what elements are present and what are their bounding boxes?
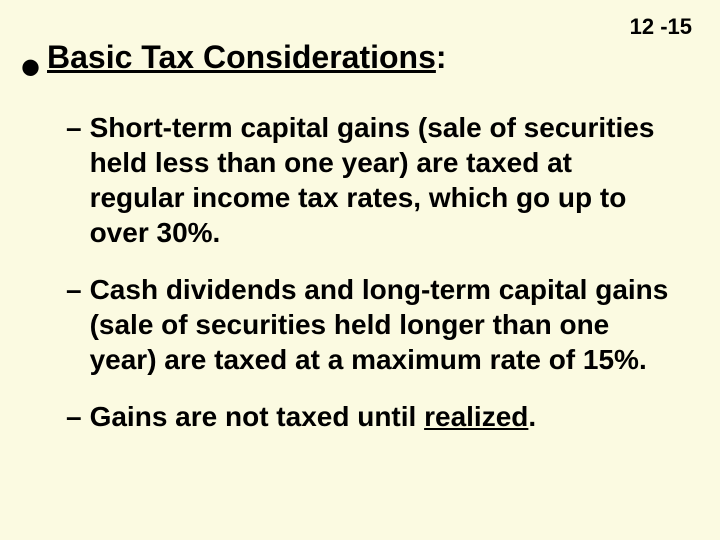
slide: 12 -15 • Basic Tax Considerations: – Sho… (0, 0, 720, 540)
list-item: – Cash dividends and long-term capital g… (66, 272, 690, 377)
item-text: Cash dividends and long-term capital gai… (90, 272, 670, 377)
content-area: • Basic Tax Considerations: – Short-term… (20, 38, 690, 456)
item-text: Short-term capital gains (sale of securi… (90, 110, 670, 250)
item-pre: Short-term capital gains (sale of securi… (90, 112, 655, 248)
list-item: – Short-term capital gains (sale of secu… (66, 110, 690, 250)
list-item: – Gains are not taxed until realized. (66, 399, 690, 434)
heading-row: • Basic Tax Considerations: (20, 38, 690, 84)
heading: Basic Tax Considerations (47, 39, 436, 75)
page-number: 12 -15 (630, 14, 692, 40)
item-pre: Gains are not taxed until (90, 401, 425, 432)
bullet-icon: • (20, 52, 41, 84)
item-underlined: realized (424, 401, 528, 432)
dash-icon: – (66, 399, 82, 434)
sub-list: – Short-term capital gains (sale of secu… (66, 110, 690, 434)
heading-colon: : (436, 39, 447, 75)
heading-wrap: Basic Tax Considerations: (47, 38, 447, 76)
item-text: Gains are not taxed until realized. (90, 399, 537, 434)
item-post: . (528, 401, 536, 432)
dash-icon: – (66, 272, 82, 307)
item-pre: Cash dividends and long-term capital gai… (90, 274, 669, 375)
dash-icon: – (66, 110, 82, 145)
